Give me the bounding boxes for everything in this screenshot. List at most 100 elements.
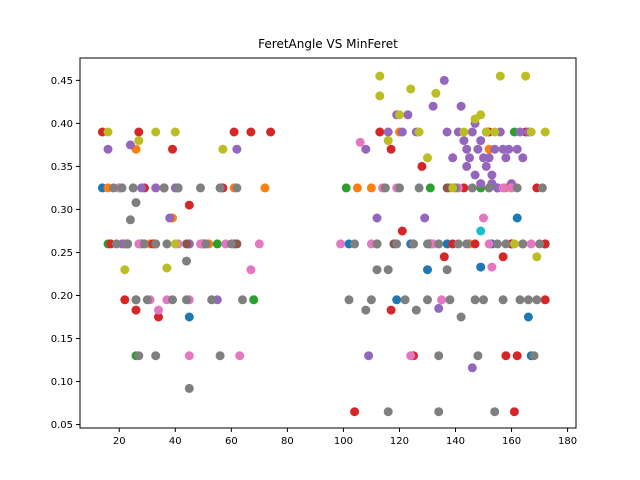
data-point [383, 265, 393, 275]
x-tick-label: 140 [446, 436, 465, 447]
data-point [535, 239, 545, 249]
data-point [366, 183, 376, 193]
data-point [341, 183, 351, 193]
data-point [266, 127, 276, 137]
data-point [254, 239, 264, 249]
data-point [515, 127, 525, 137]
chart-title: FeretAngle VS MinFeret [258, 37, 398, 51]
data-point [448, 153, 458, 163]
data-point [364, 351, 374, 361]
data-point [375, 71, 385, 81]
data-point [487, 262, 497, 272]
data-point [120, 265, 130, 275]
data-point [473, 144, 483, 154]
data-point [235, 351, 245, 361]
y-tick-label: 0.40 [51, 119, 73, 130]
data-point [154, 312, 163, 322]
data-point [498, 252, 508, 262]
data-point [395, 183, 404, 193]
data-point [392, 239, 402, 249]
data-point [131, 198, 141, 208]
data-point [423, 265, 432, 275]
x-tick-label: 40 [169, 436, 182, 447]
data-point [439, 75, 449, 85]
data-point [406, 351, 416, 361]
data-point [490, 144, 500, 154]
data-point [142, 295, 152, 305]
data-point [383, 127, 393, 137]
data-point [168, 144, 177, 154]
data-point [512, 213, 522, 223]
data-point [476, 110, 486, 120]
data-point [456, 101, 466, 111]
data-point [184, 312, 194, 322]
data-point [476, 226, 486, 236]
data-point [134, 351, 144, 361]
data-point [395, 110, 404, 120]
data-point [361, 144, 371, 154]
y-tick-label: 0.05 [51, 420, 73, 431]
x-tick-label: 20 [113, 436, 126, 447]
data-point [473, 351, 483, 361]
data-point [493, 239, 502, 249]
data-point [201, 239, 211, 249]
data-point [392, 295, 402, 305]
data-point [479, 295, 488, 305]
data-point [481, 161, 491, 171]
data-point [428, 101, 438, 111]
data-point [448, 183, 458, 193]
data-point [397, 127, 407, 137]
data-point [445, 295, 455, 305]
data-point [372, 239, 382, 249]
data-point [207, 295, 217, 305]
data-point [355, 137, 365, 147]
data-point [470, 170, 480, 180]
data-point [344, 295, 354, 305]
data-point [532, 295, 542, 305]
data-point [434, 239, 444, 249]
data-point [425, 183, 435, 193]
data-point [226, 239, 236, 249]
x-tick-label: 100 [334, 436, 353, 447]
data-point [383, 407, 393, 417]
data-point [165, 213, 175, 223]
data-point [246, 265, 256, 275]
data-point [168, 295, 177, 305]
data-point [109, 183, 119, 193]
data-point [140, 239, 149, 249]
data-point [512, 144, 522, 154]
y-tick-label: 0.45 [51, 76, 73, 87]
data-point [495, 71, 505, 81]
data-point [467, 363, 477, 373]
plot-frame [79, 57, 577, 429]
data-point [131, 305, 141, 315]
data-point [518, 153, 528, 163]
data-point [501, 351, 511, 361]
data-point [537, 183, 547, 193]
data-point [523, 295, 533, 305]
data-point [383, 136, 393, 146]
x-tick-label: 60 [225, 436, 238, 447]
data-point [476, 179, 486, 189]
data-point [487, 170, 497, 180]
data-point [123, 239, 133, 249]
data-point [238, 295, 247, 305]
data-point [386, 305, 396, 315]
data-point [501, 153, 511, 163]
data-point [159, 183, 169, 193]
data-point [521, 71, 531, 81]
data-point [134, 127, 144, 137]
y-tick-label: 0.35 [51, 162, 73, 173]
data-point [372, 213, 382, 223]
data-point [170, 239, 180, 249]
x-tick-label: 160 [502, 436, 521, 447]
x-tick-label: 120 [390, 436, 409, 447]
data-point [184, 383, 194, 393]
data-point [467, 127, 477, 137]
data-point [490, 127, 500, 137]
y-tick-label: 0.30 [51, 205, 73, 216]
data-point [350, 239, 360, 249]
data-point [467, 183, 477, 193]
data-point [151, 239, 161, 249]
data-point [484, 183, 494, 193]
